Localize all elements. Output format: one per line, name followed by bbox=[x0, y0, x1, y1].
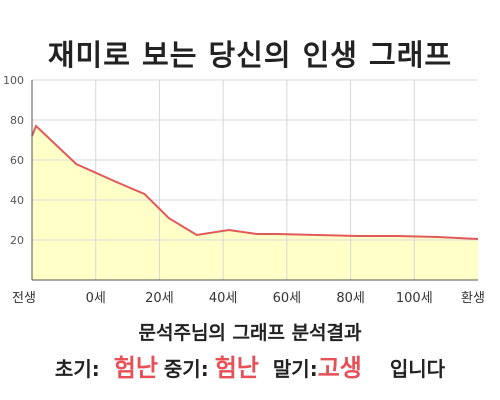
area-fill bbox=[32, 126, 478, 280]
life-graph-chart: 20 40 60 80 100 전생 0세 20세 40세 60세 80세 100세 환생 bbox=[3, 74, 485, 306]
x-tick-label: 100세 bbox=[396, 291, 433, 306]
y-tick-label: 20 bbox=[10, 234, 24, 247]
y-tick-label: 80 bbox=[10, 114, 24, 127]
late-label: 말기: bbox=[272, 357, 318, 381]
middle-value: 험난 bbox=[214, 354, 259, 382]
x-tick-label: 0세 bbox=[86, 291, 106, 306]
series-line bbox=[31, 124, 479, 240]
x-tick-label: 60세 bbox=[273, 291, 302, 306]
early-value: 험난 bbox=[113, 354, 158, 382]
analysis-result: 초기: 험난 중기: 험난 말기:고생 입니다 bbox=[0, 348, 500, 383]
x-tick-label: 20세 bbox=[145, 291, 174, 306]
y-tick-label: 60 bbox=[10, 154, 24, 167]
x-tick-label: 환생 bbox=[461, 291, 485, 306]
early-label: 초기: bbox=[54, 357, 100, 381]
x-tick-label: 40세 bbox=[209, 291, 238, 306]
middle-label: 중기: bbox=[163, 357, 209, 381]
result-suffix: 입니다 bbox=[389, 357, 446, 381]
y-tick-label: 100 bbox=[3, 74, 24, 87]
analysis-summary: 문석주님의 그래프 분석결과 bbox=[138, 322, 362, 344]
y-tick-label: 40 bbox=[10, 194, 24, 207]
chart-title: 재미로 보는 당신의 인생 그래프 bbox=[47, 38, 453, 72]
late-value: 고생 bbox=[317, 354, 362, 382]
x-tick-label: 80세 bbox=[336, 291, 365, 306]
x-tick-label: 전생 bbox=[12, 291, 36, 306]
